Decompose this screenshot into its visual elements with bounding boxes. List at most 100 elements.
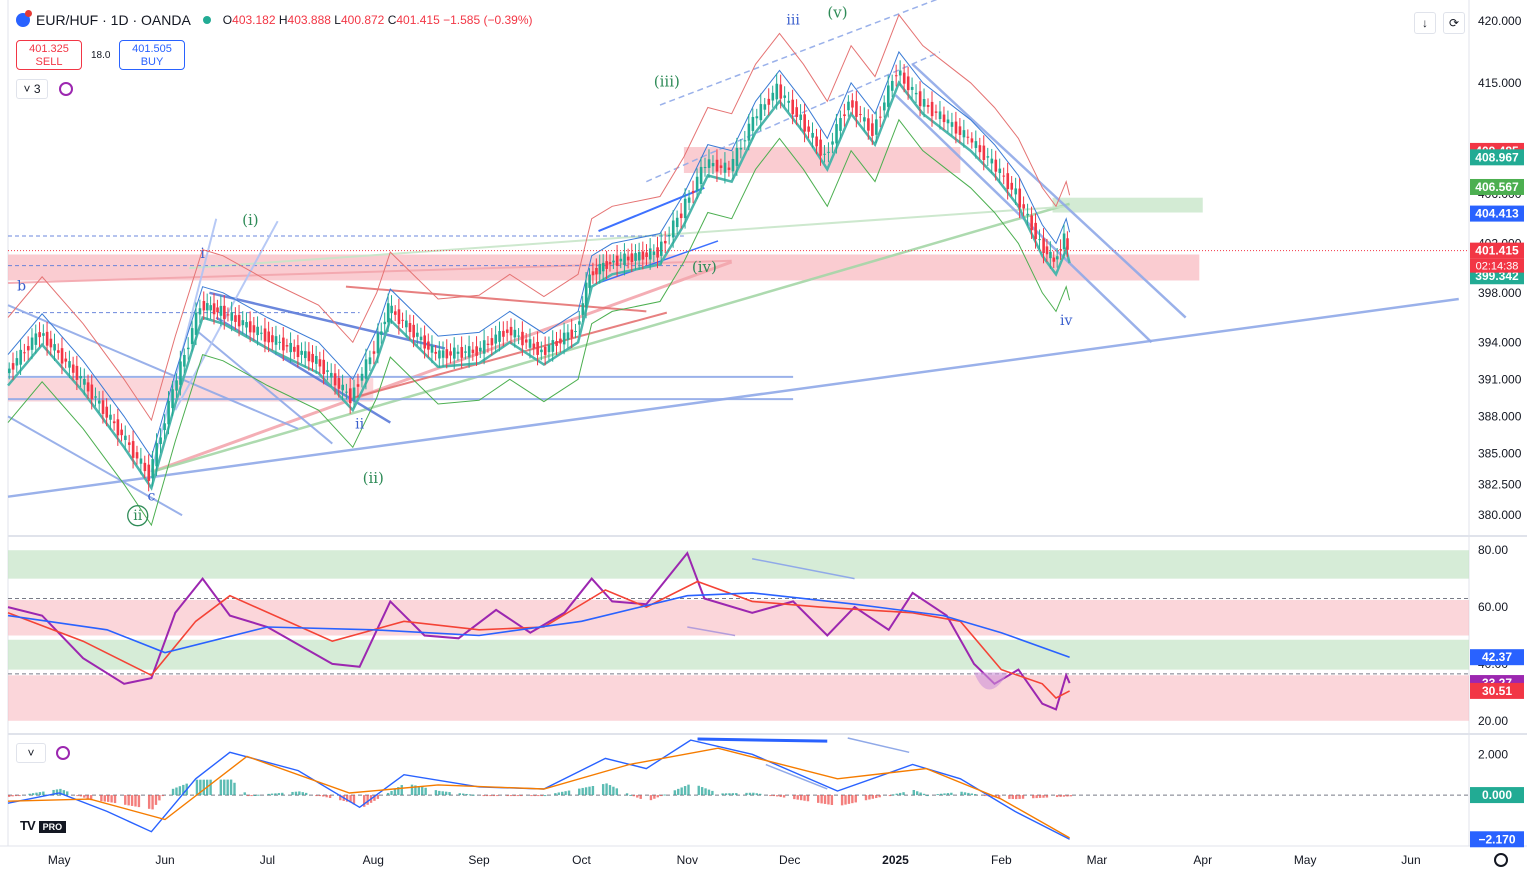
candle-body bbox=[405, 320, 408, 328]
histogram-bar bbox=[294, 791, 298, 796]
candle-body bbox=[574, 331, 577, 333]
candle-body bbox=[175, 380, 178, 391]
histogram-bar bbox=[963, 792, 967, 796]
histogram-bar bbox=[823, 795, 827, 804]
candle-body bbox=[795, 107, 798, 118]
candle-body bbox=[179, 361, 182, 385]
candle-body bbox=[412, 324, 415, 338]
candle-body bbox=[1045, 246, 1049, 255]
candle-body bbox=[127, 442, 131, 445]
candle-body bbox=[212, 303, 216, 315]
price-axis-badge bbox=[1470, 178, 1524, 195]
histogram-bar bbox=[113, 795, 117, 804]
histogram-bar bbox=[414, 785, 417, 796]
histogram-bar bbox=[79, 795, 83, 797]
wave-label: (iv) bbox=[692, 258, 717, 276]
settings-gear-icon[interactable] bbox=[1494, 853, 1508, 867]
histogram-bar bbox=[462, 793, 465, 796]
open-value: 403.182 bbox=[232, 13, 276, 27]
histogram-bar bbox=[974, 794, 977, 796]
histogram-bar bbox=[127, 795, 130, 806]
candle-body bbox=[630, 253, 634, 263]
rsi-tick-label: 60.00 bbox=[1478, 600, 1508, 614]
candle-body bbox=[26, 346, 30, 351]
candle-body bbox=[216, 307, 219, 313]
histogram-bar bbox=[902, 792, 905, 796]
candle-body bbox=[679, 213, 683, 219]
candle-body bbox=[131, 441, 135, 458]
falling-channel-line bbox=[911, 63, 1187, 319]
candle-body bbox=[540, 349, 543, 353]
histogram-bar bbox=[441, 791, 444, 796]
histogram-bar bbox=[1008, 795, 1011, 799]
candle-body bbox=[75, 365, 79, 380]
candle-body bbox=[711, 163, 715, 167]
candle-body bbox=[863, 117, 866, 122]
sell-price: 401.325 bbox=[29, 43, 69, 55]
histogram-bar bbox=[533, 795, 537, 797]
candle-body bbox=[393, 311, 397, 315]
download-icon[interactable]: ↓ bbox=[1414, 12, 1436, 34]
symbol-title[interactable]: EUR/HUF · 1D · OANDA bbox=[36, 12, 191, 28]
histogram-bar bbox=[14, 795, 18, 797]
candle-body bbox=[528, 339, 532, 348]
sell-label: SELL bbox=[35, 56, 63, 68]
histogram-bar bbox=[373, 795, 376, 801]
candle-series bbox=[8, 60, 1069, 492]
candle-body bbox=[453, 347, 456, 359]
histogram-bar bbox=[233, 782, 236, 796]
indicators-toggle-button[interactable]: ˅ 3 bbox=[16, 79, 48, 99]
histogram-bar bbox=[393, 789, 397, 796]
histogram-bar bbox=[745, 792, 748, 796]
candle-body bbox=[300, 350, 303, 355]
candle-body bbox=[205, 303, 209, 311]
rsi-line bbox=[7, 551, 1071, 711]
refresh-icon[interactable] bbox=[59, 82, 73, 96]
candle-body bbox=[637, 252, 641, 261]
candle-body bbox=[513, 329, 517, 338]
candle-body bbox=[419, 336, 423, 341]
chevron-down-icon[interactable]: ˅ bbox=[16, 743, 46, 763]
histogram-bar bbox=[1038, 795, 1042, 798]
macd-axis-badge bbox=[1470, 787, 1524, 804]
candle-body bbox=[687, 197, 691, 203]
histogram-bar bbox=[557, 792, 560, 796]
refresh-icon[interactable] bbox=[56, 746, 70, 760]
histogram-bar bbox=[492, 795, 496, 797]
histogram-bar bbox=[707, 789, 711, 796]
candle-body bbox=[719, 165, 723, 168]
candle-body bbox=[408, 323, 412, 333]
candle-body bbox=[471, 349, 475, 354]
candle-body bbox=[311, 353, 314, 363]
lower-band bbox=[7, 118, 1071, 527]
candle-body bbox=[278, 341, 282, 343]
histogram-bar bbox=[704, 788, 707, 796]
candle-body bbox=[648, 248, 652, 260]
y-tick-label: 385.000 bbox=[1478, 446, 1522, 460]
candle-body bbox=[723, 162, 727, 173]
histogram-bar bbox=[724, 793, 728, 796]
candle-body bbox=[731, 158, 735, 172]
candle-body bbox=[739, 147, 743, 150]
buy-button[interactable]: 401.505 BUY bbox=[119, 40, 185, 70]
histogram-bar bbox=[229, 779, 233, 796]
fullscreen-icon[interactable]: ⟳ bbox=[1443, 12, 1465, 34]
candle-body bbox=[663, 240, 667, 244]
candle-body bbox=[356, 384, 360, 387]
falling-wedge-line bbox=[209, 291, 446, 350]
histogram-bar bbox=[799, 795, 803, 801]
histogram-bar bbox=[950, 792, 953, 796]
candle-body bbox=[847, 101, 850, 111]
candle-body bbox=[155, 443, 158, 467]
histogram-bar bbox=[35, 792, 38, 796]
ohlc-readout: O403.182 H403.888 L400.872 C401.415 −1.5… bbox=[222, 13, 533, 27]
sell-button[interactable]: 401.325 SELL bbox=[16, 40, 82, 70]
histogram-bar bbox=[274, 793, 277, 796]
candle-body bbox=[245, 321, 248, 328]
candle-body bbox=[449, 351, 452, 356]
candle-body bbox=[467, 346, 471, 358]
candle-body bbox=[1006, 173, 1010, 190]
candle-body bbox=[926, 105, 930, 107]
histogram-bar bbox=[465, 793, 468, 796]
